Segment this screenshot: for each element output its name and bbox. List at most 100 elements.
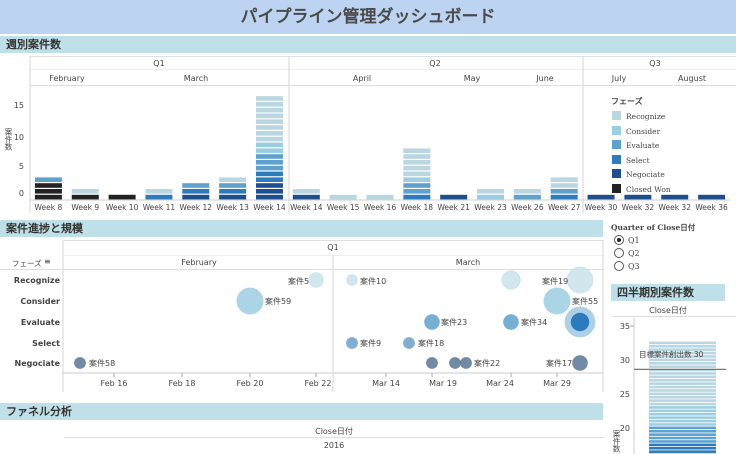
weekly-bar-segment xyxy=(71,194,99,200)
quarterly-bar-segment xyxy=(649,351,716,355)
weekly-x-tick: Week 26 xyxy=(511,203,544,212)
weekly-section-header: 週別案件数 xyxy=(0,36,736,53)
weekly-bar-segment xyxy=(255,96,283,101)
legend-label: Closed Won xyxy=(626,184,671,194)
quarterly-bar-segment xyxy=(649,378,716,382)
weekly-bar-segment xyxy=(145,189,173,194)
quarterly-bar-segment xyxy=(649,412,716,416)
weekly-bar-segment xyxy=(255,119,283,124)
deal-label: 案件34 xyxy=(521,318,548,327)
deal-label: 案件58 xyxy=(89,359,116,368)
weekly-bar-segment xyxy=(255,160,283,165)
quarter-filter-title: Quarter of Close日付 xyxy=(611,223,696,232)
quarter-radio-q2[interactable] xyxy=(614,248,624,258)
weekly-bar-segment xyxy=(255,194,283,200)
phase-row-negociate: Negociate xyxy=(14,359,60,368)
progress-x-tick: Feb 16 xyxy=(100,379,128,388)
weekly-bar-segment xyxy=(34,194,62,200)
weekly-header-rule xyxy=(30,56,736,57)
weekly-bar-segment xyxy=(403,194,431,200)
legend-label: Select xyxy=(626,155,650,165)
quarterly-y-tick: 25 xyxy=(619,390,630,399)
quarterly-bar-segment xyxy=(649,385,716,389)
deal-bubble xyxy=(570,312,590,332)
month-header-feb: February xyxy=(49,74,85,83)
weekly-x-tick: Week 36 xyxy=(695,203,728,212)
quarter-header-q3: Q3 xyxy=(649,59,661,68)
deal-label: 案件23 xyxy=(441,318,468,327)
progress-header-rule xyxy=(64,240,604,241)
weekly-bar-segment xyxy=(624,194,652,200)
quarterly-bar-segment xyxy=(649,392,716,396)
weekly-x-tick: Week 14 xyxy=(290,203,323,212)
sort-icon[interactable]: ≡ xyxy=(44,257,51,266)
quarterly-bar-segment xyxy=(649,419,716,423)
weekly-bar-segment xyxy=(366,194,394,200)
quarterly-bar-segment xyxy=(649,416,716,419)
weekly-x-tick: Week 30 xyxy=(585,203,618,212)
weekly-y-axis-label: 案件数 xyxy=(4,128,13,151)
quarterly-bar-segment xyxy=(649,368,716,372)
legend-swatch xyxy=(612,183,621,193)
progress-x-tick: Mar 14 xyxy=(372,379,400,388)
quarterly-y-tick: 30 xyxy=(619,356,630,365)
weekly-header-rule-3 xyxy=(30,85,736,86)
progress-x-tick: Mar 24 xyxy=(486,379,514,388)
legend-label: Recognize xyxy=(626,112,666,121)
weekly-bar-segment xyxy=(440,194,468,200)
weekly-bar-segment xyxy=(255,113,283,119)
deal-bubble xyxy=(572,355,588,371)
quarter-radio-q1[interactable] xyxy=(614,235,624,245)
month-header-may: May xyxy=(463,74,481,83)
deal-label: 案件18 xyxy=(418,339,445,348)
weekly-bar-segment xyxy=(550,183,578,188)
weekly-bar-segment xyxy=(403,183,431,188)
progress-month-feb: February xyxy=(181,258,217,267)
deal-bubble xyxy=(403,337,415,349)
quarterly-header-rule xyxy=(612,316,736,317)
month-header-jun: June xyxy=(536,74,554,83)
month-header-apr: April xyxy=(352,74,372,83)
weekly-bar-segment xyxy=(219,189,247,194)
weekly-bar-segment xyxy=(219,183,247,188)
quarter-radio-q3[interactable] xyxy=(614,261,624,271)
progress-x-tick: Feb 22 xyxy=(304,379,332,388)
deal-label: 案件5 xyxy=(288,277,310,286)
quarterly-bar-segment xyxy=(649,348,716,351)
weekly-y-tick-10: 10 xyxy=(13,133,24,142)
weekly-bar-segment xyxy=(255,189,283,194)
weekly-bar-segment xyxy=(255,148,283,153)
weekly-bar-segment xyxy=(513,189,541,194)
weekly-bar-segment xyxy=(255,165,283,171)
weekly-x-tick: Week 18 xyxy=(401,203,434,212)
weekly-x-tick: Week 12 xyxy=(180,203,213,212)
weekly-gridlines xyxy=(29,56,730,213)
quarterly-y-label: 案件数 xyxy=(612,430,621,453)
weekly-bar-segment xyxy=(403,165,431,171)
legend-title: フェーズ xyxy=(611,97,643,106)
quarter-radio-q2-label: Q2 xyxy=(628,249,640,258)
quarterly-bar-segment xyxy=(649,372,716,375)
weekly-bar-segment xyxy=(182,189,210,194)
weekly-bar-segment xyxy=(255,136,283,142)
progress-month-mar: March xyxy=(455,258,481,267)
quarterly-bar-segment xyxy=(649,402,716,406)
deal-bubble xyxy=(501,270,521,290)
weekly-bar-segment xyxy=(550,189,578,194)
progress-quarter-header: Q1 xyxy=(327,243,339,252)
month-header-aug: August xyxy=(678,74,706,83)
month-header-mar: March xyxy=(183,74,209,83)
quarterly-bar-segment xyxy=(649,382,716,385)
weekly-bar-segment xyxy=(182,183,210,188)
quarter-radio-q3-label: Q3 xyxy=(628,262,640,271)
quarterly-y-tick: 35 xyxy=(619,322,630,331)
funnel-section-header: ファネル分析 xyxy=(0,403,603,420)
weekly-x-tick: Week 16 xyxy=(364,203,397,212)
deal-bubble xyxy=(308,272,324,288)
quarterly-bar-segment xyxy=(649,446,716,450)
weekly-bar-segment xyxy=(329,194,357,200)
deal-bubble xyxy=(236,287,264,315)
weekly-bar-segment xyxy=(477,194,505,200)
quarterly-section-header: 四半期別案件数 xyxy=(611,284,725,301)
weekly-bar-segment xyxy=(219,177,247,182)
